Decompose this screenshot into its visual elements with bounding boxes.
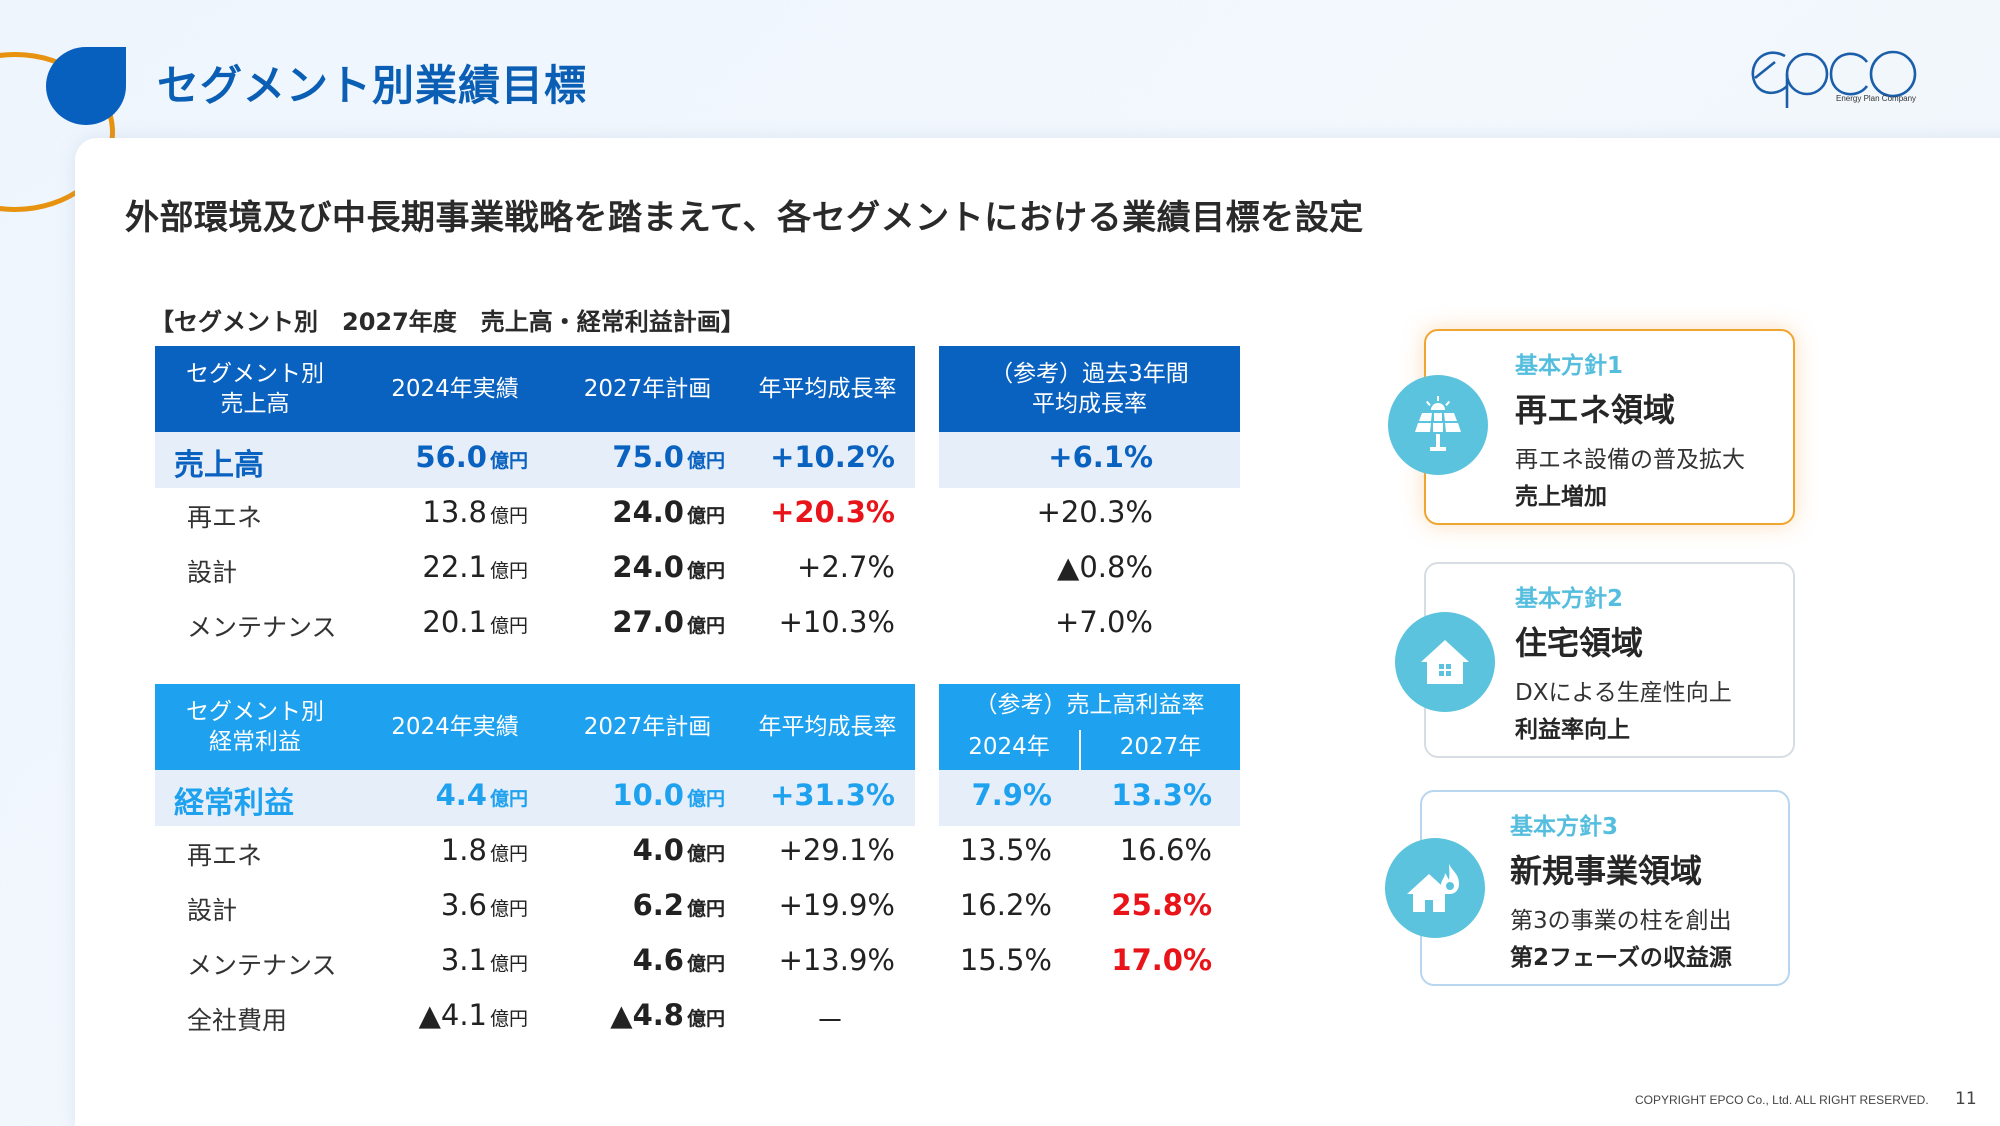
decorative-drop-shape [46, 47, 126, 125]
table-row-label: 設計 [187, 558, 238, 587]
profit-margin-2027: 25.8% [1111, 888, 1212, 922]
profit-total-plan: 10.0 億円 [612, 778, 725, 812]
profit-total-row-bg [155, 770, 915, 826]
logo-subtitle: Energy Plan Company [1836, 94, 1917, 103]
sales-plan: 24.0 億円 [612, 550, 725, 584]
profit-cagr: +19.9% [778, 888, 895, 922]
sales-actual: 20.1 億円 [422, 605, 528, 639]
profit-plan: ▲4.8 億円 [610, 998, 725, 1032]
solar-panel-icon [1415, 396, 1461, 451]
sales-table-header: セグメント別 売上高 2024年実績 2027年計画 年平均成長率 [155, 346, 915, 432]
header-plan-2027: 2027年計画 [583, 376, 712, 402]
sales-actual: 22.1 億円 [422, 550, 528, 584]
sales-ref-total-bg [939, 432, 1240, 488]
house-flame-icon [1407, 864, 1459, 912]
profit-ref-header: （参考）売上高利益率 2024年 2027年 [939, 684, 1240, 770]
profit-plan: 6.2 億円 [632, 888, 725, 922]
page-title: セグメント別業績目標 [157, 61, 588, 110]
sales-total-row-bg [155, 432, 915, 488]
profit-margin-2024: 15.5% [959, 943, 1052, 977]
header-plan-2027: 2027年計画 [583, 714, 712, 740]
policy-desc: DXによる生産性向上 [1515, 680, 1732, 706]
sales-actual: 13.8 億円 [422, 495, 528, 529]
policy-icon-circle [1385, 838, 1485, 938]
policy-emphasis: 利益率向上 [1515, 717, 1630, 743]
sales-total-plan: 75.0 億円 [612, 440, 725, 474]
table-row-label: 経常利益 [174, 786, 294, 821]
profit-total-cagr: +31.3% [770, 778, 895, 812]
policy-desc: 再エネ設備の普及拡大 [1515, 447, 1745, 473]
sales-ref: ▲0.8% [1057, 550, 1153, 584]
profit-total-actual: 4.4 億円 [435, 778, 528, 812]
profit-total-margin-2024: 7.9% [971, 778, 1052, 812]
profit-margin-2024: 16.2% [959, 888, 1052, 922]
header-cagr: 年平均成長率 [758, 376, 897, 402]
profit-cagr: － [815, 1004, 845, 1038]
header-segment: セグメント別 経常利益 [186, 699, 324, 755]
policy-title: 再エネ領域 [1515, 391, 1676, 429]
house-icon [1421, 640, 1469, 684]
profit-table-header: セグメント別 経常利益 2024年実績 2027年計画 年平均成長率 [155, 684, 915, 770]
profit-margin-2027: 16.6% [1119, 833, 1212, 867]
header-segment: セグメント別 売上高 [186, 361, 324, 417]
table-caption: 【セグメント別 2027年度 売上高・経常利益計画】 [150, 308, 745, 336]
ref-header-divider [1079, 730, 1081, 770]
profit-ref-total-bg [939, 770, 1240, 826]
profit-plan: 4.6 億円 [632, 943, 725, 977]
sales-ref: +20.3% [1036, 495, 1153, 529]
table-row-label: 全社費用 [187, 1006, 288, 1035]
table-row-label: メンテナンス [187, 951, 337, 980]
table-row-label: メンテナンス [187, 613, 337, 642]
sales-cagr: +10.3% [778, 605, 895, 639]
profit-plan: 4.0 億円 [632, 833, 725, 867]
sales-total-actual: 56.0 億円 [415, 440, 528, 474]
epco-logo [1751, 50, 1917, 108]
policy-emphasis: 第2フェーズの収益源 [1510, 945, 1732, 971]
policy-icon-circle [1388, 375, 1488, 475]
profit-cagr: +13.9% [778, 943, 895, 977]
sales-cagr: +20.3% [770, 495, 895, 529]
profit-actual: ▲4.1 億円 [418, 998, 528, 1032]
profit-actual: 3.1 億円 [440, 943, 528, 977]
header-cagr: 年平均成長率 [758, 714, 897, 740]
policy-emphasis: 売上増加 [1515, 484, 1607, 510]
sales-ref-header: （参考）過去3年間 平均成長率 [939, 346, 1240, 432]
profit-actual: 1.8 億円 [440, 833, 528, 867]
policy-icon-circle [1395, 612, 1495, 712]
policy-tag: 基本方針1 [1515, 353, 1624, 379]
copyright: COPYRIGHT EPCO Co., Ltd. ALL RIGHT RESER… [1635, 1093, 1929, 1107]
sales-ref: +7.0% [1055, 605, 1153, 639]
sales-total-cagr: +10.2% [770, 440, 895, 474]
header-actual-2024: 2024年実績 [391, 714, 519, 740]
policy-title: 住宅領域 [1515, 624, 1644, 662]
profit-margin-2027: 17.0% [1111, 943, 1212, 977]
table-row-label: 再エネ [187, 841, 263, 870]
lead-statement: 外部環境及び中長期事業戦略を踏まえて、各セグメントにおける業績目標を設定 [125, 198, 1364, 238]
policy-tag: 基本方針2 [1515, 586, 1624, 612]
policy-title: 新規事業領域 [1510, 852, 1703, 890]
sales-plan: 24.0 億円 [612, 495, 725, 529]
page-number: 11 [1955, 1089, 1977, 1109]
profit-cagr: +29.1% [778, 833, 895, 867]
policy-tag: 基本方針3 [1510, 814, 1619, 840]
profit-total-margin-2027: 13.3% [1111, 778, 1212, 812]
sales-plan: 27.0 億円 [612, 605, 725, 639]
table-row-label: 再エネ [187, 503, 263, 532]
table-row-label: 売上高 [174, 448, 264, 483]
header-actual-2024: 2024年実績 [391, 376, 519, 402]
sales-cagr: +2.7% [797, 550, 895, 584]
profit-margin-2024: 13.5% [959, 833, 1052, 867]
profit-actual: 3.6 億円 [440, 888, 528, 922]
table-row-label: 設計 [187, 896, 238, 925]
policy-desc: 第3の事業の柱を創出 [1510, 908, 1732, 934]
sales-total-ref: +6.1% [1048, 440, 1153, 474]
